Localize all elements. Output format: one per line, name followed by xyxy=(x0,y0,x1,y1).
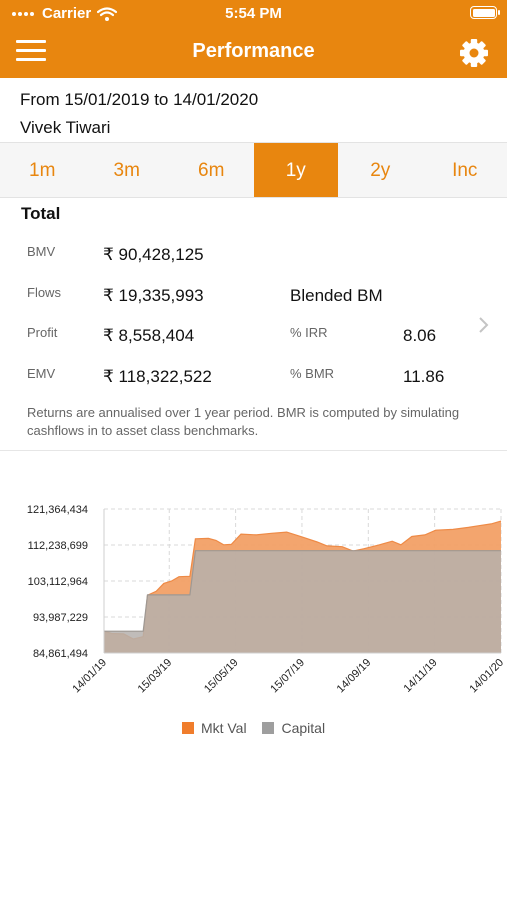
bmv-value: ₹ 90,428,125 xyxy=(103,245,204,264)
signal-dots-icon xyxy=(12,5,36,22)
area-capital xyxy=(104,550,501,653)
returns-note: Returns are annualised over 1 year perio… xyxy=(27,405,460,438)
irr-value: 8.06 xyxy=(403,326,437,345)
x-tick-label: 14/01/20 xyxy=(467,657,506,696)
carrier-label: Carrier xyxy=(42,5,92,22)
x-tick-label: 15/03/19 xyxy=(136,657,175,696)
y-tick-label: 103,112,964 xyxy=(28,576,88,588)
legend-item-capital: Capital xyxy=(262,720,325,736)
legend-item-mkt-val: Mkt Val xyxy=(181,720,247,736)
legend-label-mkt-val: Mkt Val xyxy=(200,720,247,736)
profit-label: Profit xyxy=(27,325,58,340)
period-tabs: 1m 3m 6m 1y 2y Inc xyxy=(0,142,507,198)
x-tick-label: 14/11/19 xyxy=(402,657,440,695)
carrier-group: Carrier xyxy=(12,5,118,22)
period-label: From 15/01/2019 to 14/01/2020 xyxy=(20,90,259,109)
flows-label: Flows xyxy=(27,285,61,300)
report-header: From 15/01/2019 to 14/01/2020 Vivek Tiwa… xyxy=(20,86,258,142)
irr-label: % IRR xyxy=(290,325,328,340)
x-tick-label: 15/07/19 xyxy=(268,657,307,696)
emv-value: ₹ 118,322,522 xyxy=(103,367,212,386)
blended-bm-label: Blended BM xyxy=(290,286,383,305)
wifi-icon xyxy=(97,6,118,21)
gear-icon[interactable] xyxy=(458,37,490,69)
legend-swatch-capital xyxy=(262,722,275,734)
top-bar: Carrier 5:54 PM Performance xyxy=(0,0,507,78)
y-tick-label: 112,238,699 xyxy=(28,540,88,552)
line-capital xyxy=(104,550,501,632)
battery-icon xyxy=(470,6,500,19)
hamburger-menu-icon[interactable] xyxy=(16,40,46,64)
divider xyxy=(0,450,507,451)
performance-chart: 121,364,434 112,238,699 103,112,964 93,987,… xyxy=(27,504,506,696)
tab-2y[interactable]: 2y xyxy=(370,160,391,181)
bmr-label: % BMR xyxy=(290,366,335,381)
tab-6m[interactable]: 6m xyxy=(198,160,225,181)
page-title: Performance xyxy=(192,40,315,62)
legend-label-capital: Capital xyxy=(281,720,326,736)
nav-bar: Performance xyxy=(0,30,507,76)
line-mkt-val xyxy=(103,520,502,640)
y-tick-label: 121,364,434 xyxy=(27,504,88,516)
flows-value: ₹ 19,335,993 xyxy=(103,286,204,305)
tab-1y[interactable]: 1y xyxy=(253,143,338,197)
chart-legend: Mkt Val Capital xyxy=(0,720,507,737)
clock: 5:54 PM xyxy=(225,5,282,22)
x-tick-label: 15/05/19 xyxy=(202,657,241,696)
y-tick-label: 93,987,229 xyxy=(33,612,88,624)
x-tick-label: 14/01/19 xyxy=(70,657,109,696)
chevron-right-icon[interactable] xyxy=(478,316,490,334)
tab-1m[interactable]: 1m xyxy=(29,160,56,181)
y-tick-label: 84,861,494 xyxy=(33,648,88,660)
bmr-value: 11.86 xyxy=(403,367,445,386)
emv-label: EMV xyxy=(27,366,56,381)
legend-swatch-mkt-val xyxy=(181,722,194,734)
tab-inc[interactable]: Inc xyxy=(452,160,478,181)
tab-3m[interactable]: 3m xyxy=(113,160,140,181)
section-title: Total xyxy=(21,204,61,223)
client-name: Vivek Tiwari xyxy=(20,118,111,137)
status-bar: Carrier 5:54 PM xyxy=(0,0,507,26)
x-tick-label: 14/09/19 xyxy=(335,657,374,696)
bmv-label: BMV xyxy=(27,244,56,259)
profit-value: ₹ 8,558,404 xyxy=(103,326,195,345)
